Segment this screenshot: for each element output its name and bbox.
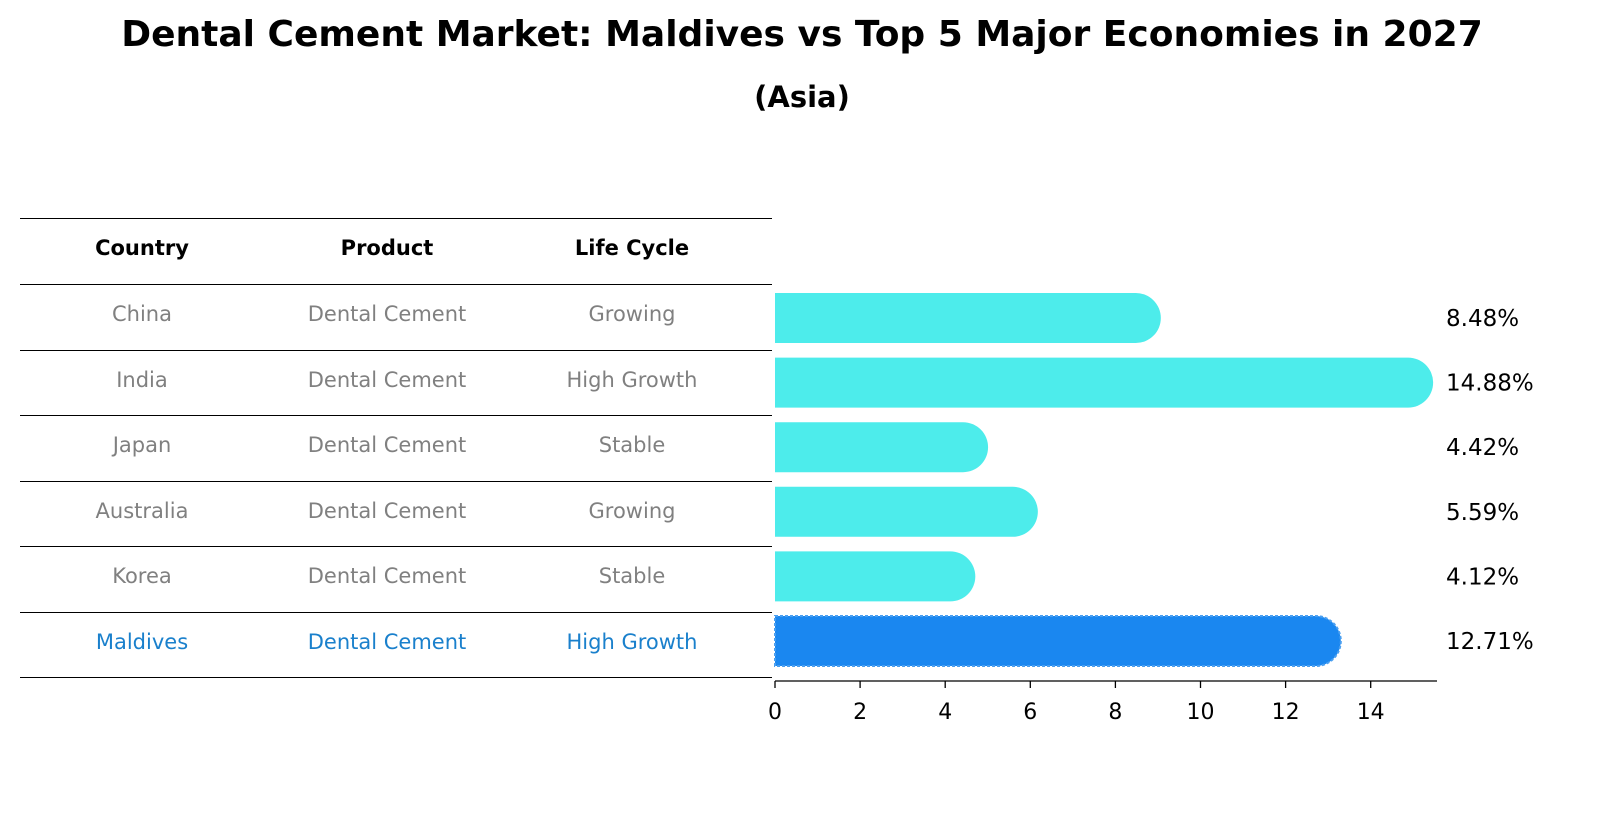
header-product: Product: [340, 236, 434, 260]
header-country: Country: [95, 236, 189, 260]
bar-china: [775, 293, 1161, 343]
x-tick-label: 4: [938, 700, 952, 725]
bar-australia: [775, 486, 1038, 537]
table-cell-product: Dental Cement: [307, 629, 467, 654]
bar-korea: [775, 551, 976, 602]
table-row-rule: [20, 611, 772, 613]
table-cell-country: Korea: [112, 564, 172, 588]
table-cell-product: Dental Cement: [307, 433, 467, 457]
table-cell-country: Australia: [95, 498, 189, 523]
x-tick-label: 14: [1357, 700, 1385, 725]
chart-subtitle: (Asia): [754, 80, 850, 114]
x-tick-label: 8: [1108, 700, 1122, 725]
x-tick-label: 12: [1272, 700, 1300, 725]
table-cell-country: China: [112, 302, 172, 326]
data-label-china: 8.48%: [1446, 306, 1519, 332]
table-cell-life-cycle: Stable: [598, 433, 666, 457]
table-cell-country: Maldives: [95, 629, 189, 654]
x-tick-label: 6: [1023, 700, 1037, 725]
table-cell-product: Dental Cement: [307, 498, 467, 523]
table-cell-country: India: [116, 367, 168, 392]
x-tick-label: 10: [1187, 700, 1215, 725]
table-cell-life-cycle: Growing: [588, 498, 676, 523]
table-cell-product: Dental Cement: [307, 564, 467, 588]
table-cell-life-cycle: High Growth: [566, 367, 698, 392]
chart-title: Dental Cement Market: Maldives vs Top 5 …: [121, 14, 1483, 55]
table-cell-product: Dental Cement: [307, 367, 467, 392]
data-label-maldives: 12.71%: [1446, 629, 1534, 655]
bar-japan: [775, 422, 989, 473]
table-cell-life-cycle: Stable: [598, 564, 666, 588]
x-tick-label: 0: [768, 700, 782, 725]
table-row-rule: [20, 546, 772, 547]
bar-maldives: [774, 615, 1342, 667]
data-label-australia: 5.59%: [1446, 500, 1519, 526]
table-cell-country: Japan: [112, 433, 172, 457]
table-top-rule: [20, 218, 772, 219]
table-row-rule: [20, 349, 772, 351]
table-header-rule: [20, 284, 772, 285]
table-row-rule: [20, 677, 772, 678]
data-label-korea: 4.12%: [1446, 564, 1519, 590]
data-label-japan: 4.42%: [1446, 435, 1519, 461]
table-row-rule: [20, 415, 772, 416]
header-life-cycle: Life Cycle: [574, 236, 690, 260]
x-tick-label: 2: [853, 700, 867, 725]
table-cell-life-cycle: High Growth: [566, 629, 698, 654]
data-label-india: 14.88%: [1446, 371, 1534, 397]
table-cell-life-cycle: Growing: [588, 302, 676, 326]
table-row-rule: [20, 480, 772, 482]
table-cell-product: Dental Cement: [307, 302, 467, 326]
bar-india: [775, 357, 1434, 408]
